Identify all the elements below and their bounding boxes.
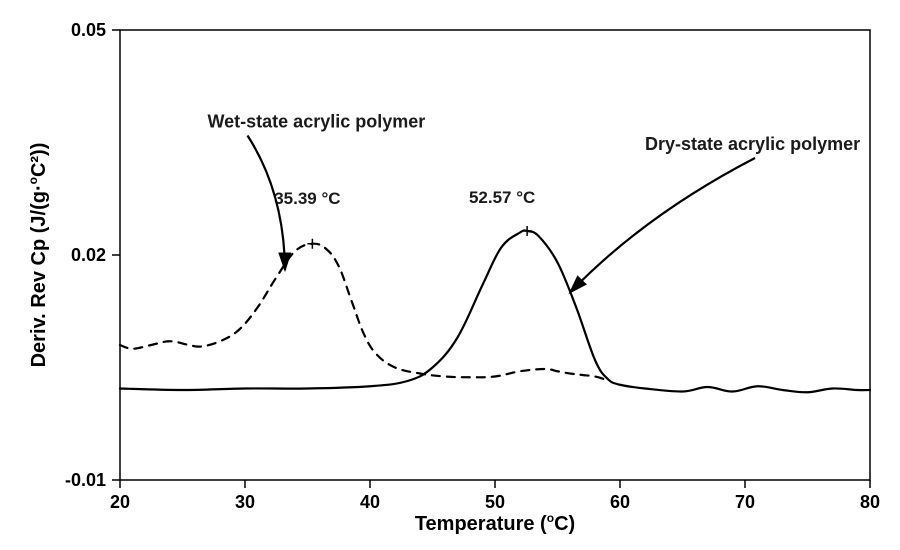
x-ticks: 20 30 40 50 60 70 80 xyxy=(110,480,880,512)
y-tick-label: -0.01 xyxy=(65,470,106,490)
x-tick-label: 50 xyxy=(485,492,505,512)
x-tick-label: 70 xyxy=(735,492,755,512)
x-tick-label: 80 xyxy=(860,492,880,512)
peak-markers: 35.39 °C 52.57 °C xyxy=(274,188,535,249)
series-group xyxy=(120,230,870,392)
x-axis-title: Temperature (oC) xyxy=(415,511,575,535)
series-annotation: Dry-state acrylic polymer xyxy=(645,134,860,154)
peak-label: 52.57 °C xyxy=(469,188,535,207)
x-title-tail: C) xyxy=(554,513,575,535)
y-title-super: o xyxy=(26,177,40,184)
x-title-super: o xyxy=(547,511,554,525)
chart-svg: 20 30 40 50 60 70 80 -0.01 0.02 0.05 35.39 °C 52.… xyxy=(0,0,900,550)
x-tick-label: 40 xyxy=(360,492,380,512)
plot-frame xyxy=(120,30,870,480)
y-tick-label: 0.02 xyxy=(71,245,106,265)
y-title-tail: C²)) xyxy=(28,143,50,177)
series-wet-state xyxy=(120,244,608,381)
series-dry-state xyxy=(120,230,870,392)
series-annotation: Wet-state acrylic polymer xyxy=(208,112,426,132)
y-title-main: Deriv. Rev Cp (J/(g· xyxy=(28,184,50,367)
peak-label: 35.39 °C xyxy=(274,189,340,208)
x-tick-label: 30 xyxy=(235,492,255,512)
x-tick-label: 20 xyxy=(110,492,130,512)
annotation-arrow xyxy=(570,158,755,293)
y-tick-label: 0.05 xyxy=(71,20,106,40)
chart-container: 20 30 40 50 60 70 80 -0.01 0.02 0.05 35.39 °C 52.… xyxy=(0,0,900,550)
y-axis-title: Deriv. Rev Cp (J/(g·oC²)) xyxy=(26,143,50,368)
y-ticks: -0.01 0.02 0.05 xyxy=(65,20,120,490)
x-tick-label: 60 xyxy=(610,492,630,512)
x-title-main: Temperature ( xyxy=(415,513,547,535)
